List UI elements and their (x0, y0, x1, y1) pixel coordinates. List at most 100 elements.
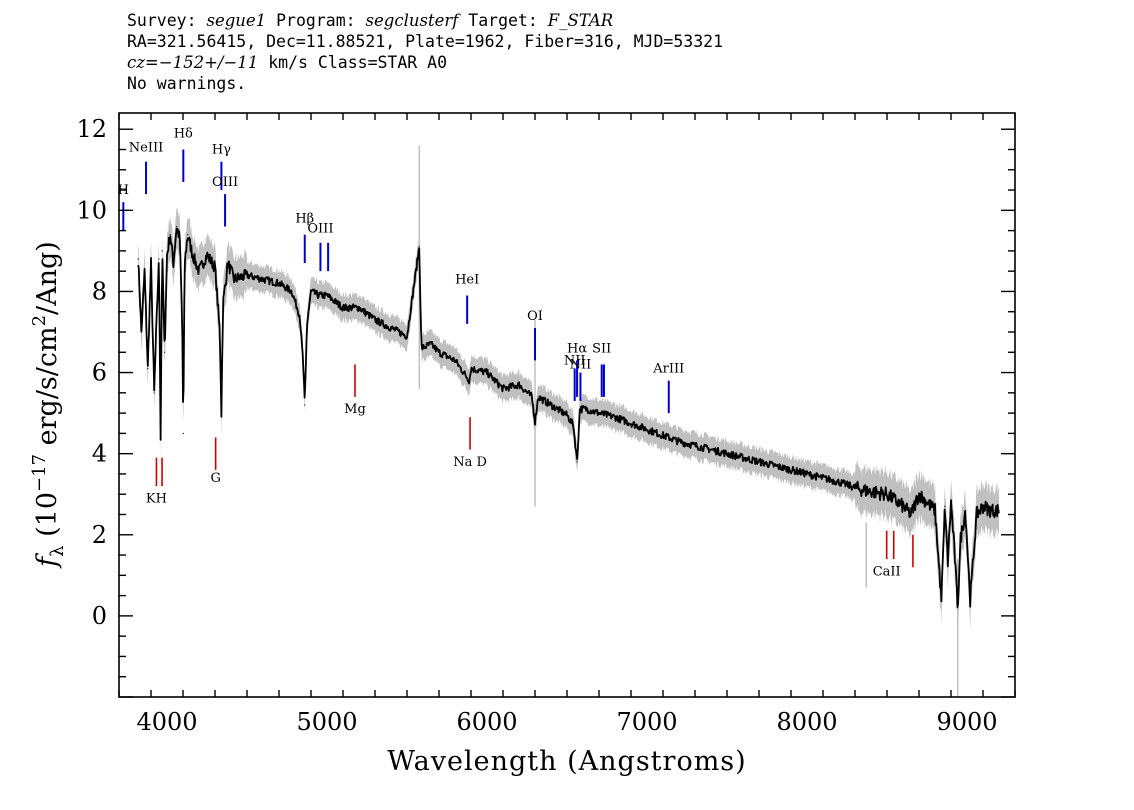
flux-point (918, 493, 920, 495)
flux-point (774, 465, 776, 467)
flux-point (161, 250, 163, 252)
flux-point (318, 294, 320, 297)
flux-point (306, 323, 308, 325)
flux-point (144, 270, 146, 272)
flux-point (537, 396, 539, 398)
flux-point (179, 238, 181, 240)
flux-point (420, 347, 422, 349)
flux-point (172, 262, 174, 264)
flux-point (182, 432, 184, 434)
flux-point (222, 303, 224, 305)
flux-point (153, 392, 155, 394)
absorption-line-label: Na D (453, 455, 487, 470)
flux-point (214, 266, 216, 268)
flux-point (164, 351, 166, 353)
flux-point (990, 509, 992, 512)
y-tick-label: 10 (76, 196, 107, 224)
absorption-line-label: Mg (344, 402, 366, 417)
flux-point (585, 408, 587, 410)
flux-point (246, 274, 248, 276)
flux-point (278, 282, 280, 284)
program-label: Program: (276, 11, 356, 30)
header-line-redshift: cz=−152+/−11 km/s Class=STAR A0 (127, 52, 723, 73)
spectral-line-markers: HNeIIIHδHγOIIIHβOIIIHeIOINIIHαNIISIIArII… (118, 126, 914, 579)
flux-point (953, 546, 955, 548)
flux-point (156, 319, 158, 321)
emission-line-label: NeIII (129, 141, 163, 156)
emission-line-label: Hγ (212, 143, 231, 158)
emission-line-label: Hβ (295, 212, 314, 227)
emission-line-label: Hα (567, 341, 587, 356)
y-tick-label: 2 (92, 521, 107, 549)
y-tick-label: 4 (92, 440, 107, 468)
y-tick-label: 12 (76, 115, 107, 143)
flux-point (550, 404, 552, 406)
flux-point (944, 505, 946, 507)
cz-value: cz=−152+/−11 (127, 53, 259, 72)
flux-point (176, 225, 178, 228)
flux-point (418, 246, 420, 248)
flux-point (886, 493, 888, 495)
flux-point (181, 323, 183, 325)
emission-line-label: ArIII (652, 362, 684, 377)
flux-point (982, 505, 984, 507)
flux-point (198, 270, 200, 272)
flux-point (572, 424, 575, 426)
flux-point (166, 254, 168, 256)
flux-point (438, 351, 440, 353)
flux-point (310, 290, 312, 293)
target-label: Target: (468, 11, 538, 30)
emission-line-label: NII (564, 353, 586, 368)
y-label-f: f (32, 553, 63, 569)
flux-point (964, 509, 967, 512)
flux-point (598, 412, 600, 414)
flux-point (976, 513, 978, 516)
survey-label: Survey: (127, 11, 197, 30)
flux-point (326, 294, 328, 297)
y-label-tail: /Ang) (32, 241, 63, 315)
flux-point (902, 505, 904, 507)
flux-point (147, 367, 149, 370)
flux-point (950, 501, 952, 503)
flux-point (957, 607, 959, 609)
flux-point (219, 331, 221, 333)
survey-value: segue1 (206, 11, 267, 30)
class-value: km/s Class=STAR A0 (258, 53, 448, 72)
flux-point (518, 384, 520, 386)
flux-point (227, 262, 229, 264)
emission-line-label: Hδ (174, 126, 193, 141)
flux-point (454, 359, 456, 361)
flux-point (806, 473, 808, 475)
flux-point (187, 234, 189, 236)
flux-point (862, 489, 864, 491)
emission-line-label: HeI (455, 272, 479, 287)
flux-point (406, 335, 408, 337)
absorption-line-label: CaII (873, 564, 901, 579)
flux-point (838, 481, 840, 483)
flux-point (160, 436, 162, 439)
flux-line (137, 227, 1000, 608)
emission-line-label: OIII (307, 222, 333, 237)
flux-point (262, 278, 264, 280)
flux-point (576, 461, 578, 463)
flux-point (926, 501, 928, 503)
x-axis-label: Wavelength (Angstroms) (387, 746, 746, 777)
flux-point (947, 562, 949, 564)
svg-text:fλ (10−17 erg/s/cm2/Ang): fλ (10−17 erg/s/cm2/Ang) (29, 241, 68, 569)
flux-point (742, 457, 744, 459)
flux-point (192, 254, 194, 256)
flux-point (566, 414, 568, 416)
y-label-square: 2 (29, 315, 50, 326)
flux-point (678, 440, 680, 443)
flux-point (302, 359, 304, 361)
flux-point (390, 327, 392, 329)
flux-point (534, 420, 536, 422)
flux-point (646, 428, 648, 430)
flux-point (969, 599, 971, 601)
flux-point (150, 262, 152, 264)
program-value: segclusterf (365, 11, 459, 30)
x-tick-label: 8000 (776, 708, 837, 736)
header-line-warnings: No warnings. (127, 74, 247, 93)
flux-point (470, 367, 472, 370)
